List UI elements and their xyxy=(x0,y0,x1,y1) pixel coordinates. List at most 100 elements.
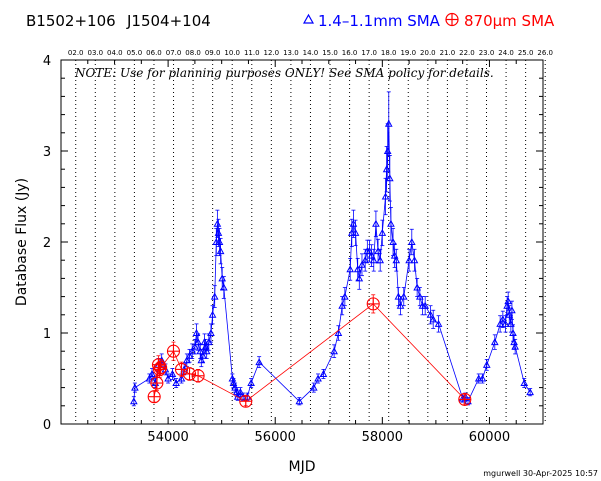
data-point xyxy=(145,374,154,382)
data-point xyxy=(202,347,211,355)
data-point xyxy=(150,376,164,390)
top-tick-label: 21.0 xyxy=(440,49,456,57)
data-point xyxy=(355,274,364,282)
data-point xyxy=(219,283,228,291)
top-tick-label: 25.0 xyxy=(518,49,534,57)
data-point xyxy=(478,374,487,382)
data-point xyxy=(384,119,393,127)
footer-credit: mgurwell 30-Apr-2025 10:57 xyxy=(483,469,598,478)
data-point xyxy=(474,374,483,382)
data-point xyxy=(247,379,255,387)
data-point xyxy=(191,342,199,350)
data-point xyxy=(213,219,222,227)
data-point xyxy=(295,397,304,405)
data-point xyxy=(194,338,202,346)
data-point xyxy=(505,310,514,318)
x-tick-label: 56000 xyxy=(255,430,296,445)
y-axis: 0 1 2 3 4 xyxy=(43,54,543,433)
data-point xyxy=(147,390,161,404)
top-tick-label: 13.0 xyxy=(283,49,299,57)
plot-frame xyxy=(60,59,544,425)
top-tick-label: 16.0 xyxy=(342,49,358,57)
data-point xyxy=(498,315,507,323)
top-tick-label: 14.0 xyxy=(303,49,319,57)
data-point xyxy=(501,319,510,327)
data-point xyxy=(426,310,435,318)
data-point xyxy=(372,219,380,227)
data-point xyxy=(387,219,395,227)
data-point xyxy=(421,301,430,309)
y-tick-label: 1 xyxy=(43,327,51,342)
data-point xyxy=(185,351,194,359)
legend-blue: 1.4–1.1mm SMA xyxy=(302,12,441,30)
series-line xyxy=(133,123,531,403)
data-point xyxy=(319,369,328,377)
data-point xyxy=(434,319,443,327)
data-point xyxy=(177,374,186,382)
data-point xyxy=(520,379,529,387)
data-point xyxy=(174,362,189,376)
data-point xyxy=(129,397,138,405)
top-axis: 02.0 03.0 04.0 05.0 06.0 07.0 08.0 09.0 10.0 11.0… xyxy=(68,49,553,57)
data-point xyxy=(385,174,394,182)
data-point xyxy=(168,369,177,377)
x-tick-label: 60000 xyxy=(469,430,510,445)
data-point xyxy=(346,265,355,273)
data-point xyxy=(458,392,472,406)
source-name: B1502+106 xyxy=(26,12,116,30)
data-point xyxy=(429,315,438,323)
data-point xyxy=(392,256,401,264)
legend-label-mm: 1.4–1.1mm SMA xyxy=(318,12,441,30)
data-point xyxy=(199,351,207,359)
top-tick-label: 11.0 xyxy=(244,49,260,57)
top-tick-label: 10.0 xyxy=(224,49,240,57)
x-tick-label: 54000 xyxy=(147,430,188,445)
data-point xyxy=(192,328,201,336)
top-tick-label: 05.0 xyxy=(127,49,143,57)
top-tick-label: 15.0 xyxy=(322,49,338,57)
data-point xyxy=(366,297,380,311)
top-tick-label: 09.0 xyxy=(205,49,221,57)
data-point xyxy=(509,328,517,336)
top-tick-label: 26.0 xyxy=(537,49,553,57)
top-tick-label: 03.0 xyxy=(87,49,103,57)
y-tick-label: 0 xyxy=(43,418,51,433)
data-point xyxy=(157,356,166,364)
top-tick-label: 22.0 xyxy=(459,49,475,57)
data-point xyxy=(389,237,397,245)
legend-red: 870μm SMA xyxy=(445,12,555,30)
data-point xyxy=(482,360,491,368)
data-point xyxy=(349,219,358,227)
data-point xyxy=(314,374,322,382)
data-point xyxy=(511,342,519,350)
data-point xyxy=(210,292,219,300)
top-tick-label: 04.0 xyxy=(107,49,123,57)
data-point xyxy=(490,338,499,346)
y-tick-label: 4 xyxy=(43,54,51,69)
data-point xyxy=(191,369,205,383)
data-point xyxy=(255,358,263,366)
data-point xyxy=(369,256,378,264)
top-tick-label: 12.0 xyxy=(264,49,280,57)
data-point xyxy=(164,374,172,382)
data-point xyxy=(166,344,181,358)
top-tick-label: 20.0 xyxy=(420,49,436,57)
top-tick-label: 17.0 xyxy=(361,49,377,57)
series-870um xyxy=(147,294,472,408)
data-point xyxy=(330,347,338,355)
circle-plus-marker-icon xyxy=(445,12,459,27)
alt-name: J1504+104 xyxy=(126,12,211,30)
data-point xyxy=(215,237,224,245)
x-axis: 54000 56000 58000 60000 xyxy=(60,60,544,445)
data-point xyxy=(214,228,223,236)
data-point xyxy=(382,165,391,173)
planning-note: NOTE: Use for planning purposes ONLY! Se… xyxy=(74,66,494,80)
data-point xyxy=(341,292,349,300)
data-point xyxy=(376,256,385,264)
data-point xyxy=(378,228,387,236)
data-point xyxy=(309,383,318,391)
top-tick-label: 02.0 xyxy=(68,49,84,57)
data-point xyxy=(504,297,513,305)
